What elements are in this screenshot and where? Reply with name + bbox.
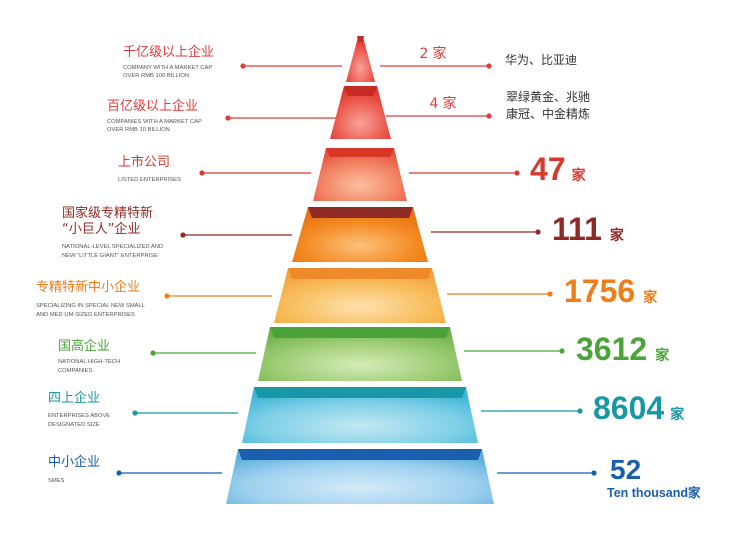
count-value: 8604: [593, 390, 664, 426]
tier-subtitle: OVER RMB 10 BILLION: [107, 127, 170, 133]
pyramid-layer-specialized: [274, 268, 446, 323]
connector-dot: [199, 170, 205, 176]
connector-dot: [150, 350, 156, 356]
pyramid-layer-smes: [226, 449, 494, 504]
tier-subtitle: COMPANY WITH A MARKET CAP: [123, 65, 212, 71]
connector-dot: [116, 470, 122, 476]
count-unit: Ten thousand家: [607, 485, 701, 500]
count-value: 3612: [576, 331, 647, 367]
tier-subtitle: COMPANIES: [58, 368, 92, 374]
connector-dot: [547, 291, 553, 297]
connector-dot: [577, 408, 583, 414]
company-names: 康冠、中金精炼: [506, 106, 590, 121]
connector-dot: [225, 115, 231, 121]
tier-subtitle: SMES: [48, 478, 65, 484]
count-unit: 家: [670, 406, 685, 423]
tier-high-tech: 国高企业 NATIONAL HIGH-TECH COMPANIES 3612 家: [58, 331, 670, 374]
tier-subtitle: NEW “LITTLE GIANT” ENTERPRISE: [62, 253, 158, 259]
connector-dot: [486, 113, 492, 119]
tier-title: 国家级专精特新: [62, 205, 153, 221]
count-value: 4: [430, 96, 439, 112]
company-names: 华为、比亚迪: [505, 53, 577, 67]
tier-count: 8604 家: [593, 390, 685, 426]
connector-dot: [240, 63, 246, 69]
tier-subtitle: AND MED UM-SIZED ENTERPRISES: [36, 312, 135, 318]
tier-title: 千亿级以上企业: [123, 44, 214, 60]
pyramid-layer-high-tech: [258, 327, 462, 381]
tier-title: 百亿级以上企业: [107, 98, 198, 114]
connector-dot: [591, 470, 597, 476]
tier-title: 中小企业: [48, 454, 100, 470]
count-unit: 家: [432, 45, 446, 62]
count-unit: 家: [643, 289, 658, 306]
tier-subtitle: SPECIALIZING IN SPECIAL NEW SMALL: [36, 303, 146, 309]
tier-above-size: 四上企业 ENTERPRISES ABOVE DESIGNATED SIZE 8…: [48, 390, 685, 428]
tier-smes: 中小企业 SMES 52 Ten thousand家: [48, 454, 701, 500]
tier-title: 专精特新中小企业: [36, 279, 140, 295]
count-value: 1756: [564, 273, 635, 309]
connector-dot: [559, 348, 565, 354]
tier-specialized: 专精特新中小企业 SPECIALIZING IN SPECIAL NEW SMA…: [36, 273, 658, 318]
tier-title: 上市公司: [118, 154, 170, 170]
pyramid-layer-little-giant: [292, 207, 428, 262]
company-names: 翠绿黄金、兆驰: [506, 89, 590, 104]
tier-count: 3612 家: [576, 331, 670, 367]
tier-little-giant: 国家级专精特新 “小巨人”企业 NATIONAL-LEVEL SPECIALIZ…: [62, 205, 625, 259]
pyramid-layer-above-size: [242, 387, 478, 443]
pyramid-layer-listed: [313, 148, 407, 201]
connector-dot: [132, 410, 138, 416]
pyramid-layer-ten-billion: [330, 86, 391, 139]
count-value: 111: [552, 211, 602, 247]
count-unit: 家: [442, 95, 456, 112]
pyramid: [226, 36, 494, 504]
count-unit: 家: [655, 347, 670, 364]
tier-subtitle: NATIONAL-LEVEL SPECIALIZED AND: [62, 244, 163, 250]
connector-dot: [535, 229, 541, 235]
connector-dot: [514, 170, 520, 176]
pyramid-layer-trillion: [346, 36, 375, 82]
tier-listed: 上市公司 LISTED ENTERPRISES 47 家: [118, 151, 587, 187]
count-value: 52: [610, 454, 641, 485]
count-unit: 家: [610, 227, 625, 244]
tier-title: 四上企业: [48, 390, 100, 406]
tier-title: 国高企业: [58, 338, 110, 354]
tier-subtitle: NATIONAL HIGH-TECH: [58, 359, 120, 365]
tier-count: 1756 家: [564, 273, 658, 309]
tier-count: 111 家: [552, 211, 625, 247]
connector-dot: [164, 293, 170, 299]
tier-subtitle: LISTED ENTERPRISES: [118, 177, 181, 183]
count-value: 47: [530, 151, 566, 187]
tier-title: “小巨人”企业: [62, 221, 140, 237]
tier-subtitle: OVER RMB 100 BILLION: [123, 73, 189, 79]
count-unit: 家: [572, 167, 587, 184]
tier-subtitle: COMPANIES WITH A MARKET CAP: [107, 119, 202, 125]
tier-count: 47 家: [530, 151, 587, 187]
tier-subtitle: ENTERPRISES ABOVE: [48, 413, 110, 419]
count-value: 2: [420, 46, 429, 62]
tier-subtitle: DESIGNATED SIZE: [48, 422, 100, 428]
tier-trillion: 千亿级以上企业 COMPANY WITH A MARKET CAP OVER R…: [123, 44, 577, 79]
connector-dot: [486, 63, 492, 69]
connector-dot: [180, 232, 186, 238]
tier-ten-billion: 百亿级以上企业 COMPANIES WITH A MARKET CAP OVER…: [107, 89, 590, 133]
